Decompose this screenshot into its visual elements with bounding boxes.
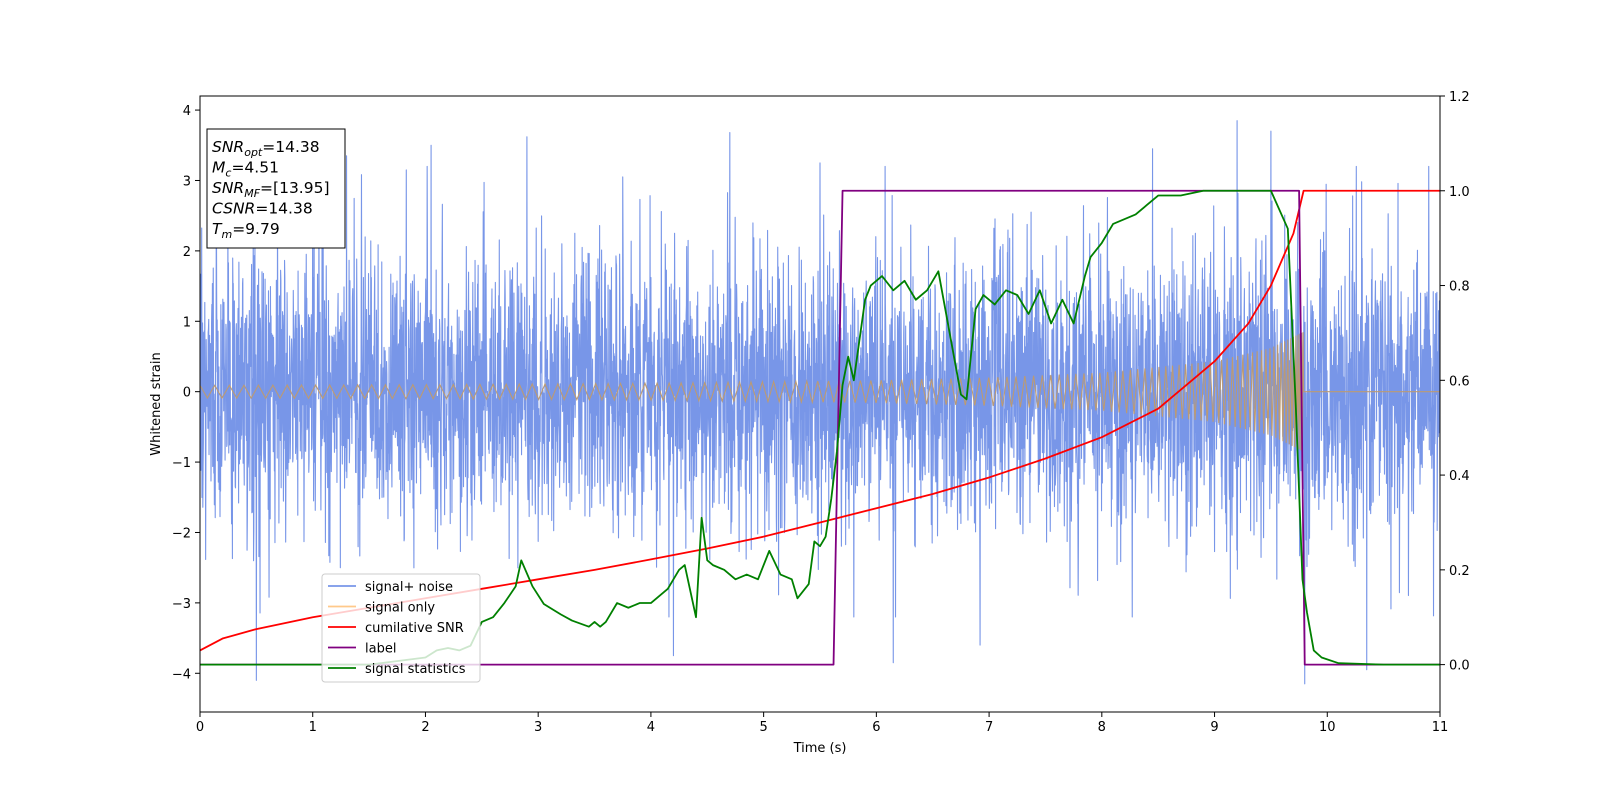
y-left-tick-label: 3 bbox=[183, 174, 191, 189]
x-tick-label: 6 bbox=[872, 720, 880, 735]
x-tick-label: 4 bbox=[647, 720, 655, 735]
series-label bbox=[200, 189, 1440, 666]
y-left-tick-label: 4 bbox=[183, 104, 191, 119]
legend-label: cumilative SNR bbox=[365, 621, 464, 636]
y-right-tick-label: 0.6 bbox=[1449, 374, 1470, 389]
x-tick-label: 11 bbox=[1432, 720, 1449, 735]
y-left-tick-label: −2 bbox=[172, 526, 191, 541]
info-value: =4.51 bbox=[231, 159, 279, 177]
info-symbol: M bbox=[212, 159, 225, 177]
info-box: SNRopt=14.38Mc=4.51SNRMF=[13.95]CSNR=14.… bbox=[206, 128, 346, 249]
y-axis-label: Whitened strain bbox=[149, 352, 164, 455]
info-box-line: CSNR=14.38 bbox=[212, 200, 313, 218]
info-value: =14.38 bbox=[255, 200, 312, 218]
y-left-tick-label: −3 bbox=[172, 597, 191, 612]
legend-frame bbox=[321, 573, 481, 683]
info-value: =9.79 bbox=[232, 220, 280, 238]
y-right-tick-label: 1.0 bbox=[1449, 185, 1470, 200]
y-axis-left: 4 3 2 1 0 −1 −2 −3 −4 bbox=[172, 104, 200, 682]
y-right-tick-label: 0.0 bbox=[1449, 659, 1470, 674]
info-box-line: Mc=4.51 bbox=[212, 159, 279, 180]
x-tick-label: 3 bbox=[534, 720, 542, 735]
y-left-tick-label: 0 bbox=[183, 386, 191, 401]
info-subscript: opt bbox=[244, 146, 263, 159]
series-signal-statistics bbox=[200, 189, 1440, 666]
y-axis-right: 1.2 1.0 0.8 0.6 0.4 0.2 0.0 bbox=[1440, 90, 1470, 674]
y-left-tick-label: 2 bbox=[183, 245, 191, 260]
info-value: =[13.95] bbox=[260, 179, 329, 197]
info-symbol: SNR bbox=[212, 179, 244, 197]
y-left-tick-label: −4 bbox=[172, 667, 191, 682]
x-tick-label: 9 bbox=[1210, 720, 1218, 735]
legend-label: signal statistics bbox=[365, 662, 466, 677]
y-right-tick-label: 0.2 bbox=[1449, 564, 1470, 579]
plot-frame bbox=[199, 95, 1441, 713]
x-tick-label: 7 bbox=[985, 720, 993, 735]
info-value: =14.38 bbox=[262, 138, 319, 156]
legend: signal+ noise signal only cumilative SNR la… bbox=[321, 573, 481, 683]
y-right-tick-label: 0.4 bbox=[1449, 469, 1470, 484]
info-box-line: Tm=9.79 bbox=[212, 220, 280, 241]
y-left-tick-label: −1 bbox=[172, 456, 191, 471]
x-axis: 0 1 2 3 4 5 6 7 8 9 10 11 bbox=[196, 712, 1448, 735]
info-symbol: SNR bbox=[212, 138, 244, 156]
x-tick-label: 0 bbox=[196, 720, 204, 735]
legend-label: signal only bbox=[365, 601, 435, 616]
info-symbol: CSNR bbox=[212, 200, 255, 218]
x-tick-label: 10 bbox=[1319, 720, 1336, 735]
info-subscript: MF bbox=[244, 187, 260, 200]
y-right-tick-label: 1.2 bbox=[1449, 90, 1470, 105]
y-right-tick-label: 0.8 bbox=[1449, 280, 1470, 295]
info-subscript: m bbox=[221, 228, 232, 241]
info-box-frame bbox=[206, 128, 346, 249]
series-signal-only bbox=[200, 332, 1440, 451]
x-tick-label: 8 bbox=[1098, 720, 1106, 735]
info-subscript: c bbox=[225, 167, 231, 180]
x-axis-label: Time (s) bbox=[793, 741, 847, 756]
legend-label: label bbox=[365, 642, 396, 657]
legend-label: signal+ noise bbox=[365, 580, 453, 595]
info-symbol: T bbox=[212, 220, 223, 238]
y-left-tick-label: 1 bbox=[183, 315, 191, 330]
x-tick-label: 5 bbox=[759, 720, 767, 735]
info-box-line: SNRMF=[13.95] bbox=[212, 179, 330, 200]
info-box-line: SNRopt=14.38 bbox=[212, 138, 320, 159]
x-tick-label: 1 bbox=[309, 720, 317, 735]
x-tick-label: 2 bbox=[421, 720, 429, 735]
